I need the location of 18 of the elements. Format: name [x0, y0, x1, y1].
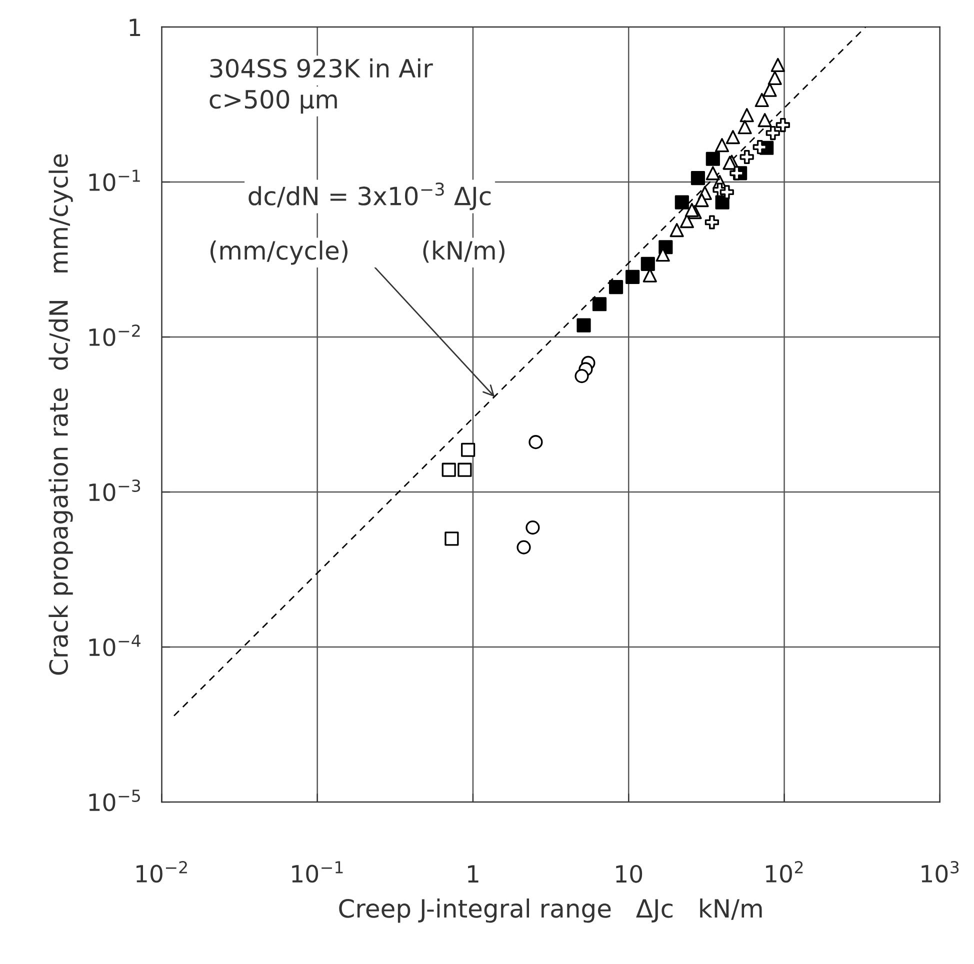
x-tick-label: 10$^{3}$: [922, 861, 959, 883]
x-tick-label: 10: [616, 864, 642, 883]
y-tick-label: 1: [130, 18, 140, 36]
x-tick-label: 10$^{2}$: [766, 861, 803, 883]
y-tick-label: 10$^{−1}$: [89, 170, 140, 192]
y-tick-label: 10$^{−2}$: [89, 324, 140, 346]
y-axis-title: Crack propagation rate dc/dN mm/cycle: [48, 154, 73, 675]
y-tick-label: 10$^{−5}$: [89, 790, 140, 812]
y-tick-label: 10$^{−3}$: [89, 480, 140, 502]
annotation: (mm/cycle) (kN/m): [210, 240, 504, 265]
annotation: 304SS 923K in Air: [210, 58, 433, 78]
x-axis-title: Creep J-integral range ΔJc kN/m: [339, 898, 762, 923]
y-tick-label: 10$^{−4}$: [89, 634, 140, 656]
annotation: c>500 μm: [210, 90, 337, 114]
x-tick-label: 1: [468, 865, 478, 882]
x-tick-label: 10$^{−2}$: [136, 861, 187, 883]
annotation: dc/dN = 3x10$^{−3}$ ΔJc: [248, 182, 491, 210]
x-tick-label: 10$^{−1}$: [292, 861, 343, 883]
